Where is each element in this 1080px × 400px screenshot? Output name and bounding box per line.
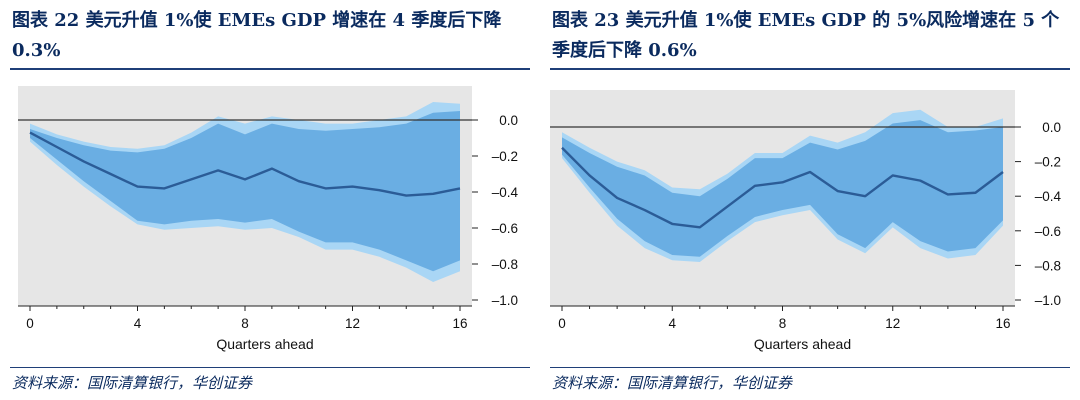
figure-panel-22: 图表 22 美元升值 1%使 EMEs GDP 增速在 4 季度后下降 0.3%… xyxy=(10,0,530,400)
x-tick-label: 0 xyxy=(558,316,566,331)
x-tick-label: 0 xyxy=(26,316,34,331)
y-tick-label: 0.0 xyxy=(1042,120,1061,135)
y-tick-label: –0.6 xyxy=(1035,224,1061,239)
x-tick-label: 12 xyxy=(345,316,360,331)
y-tick-label: –1.0 xyxy=(1035,293,1061,308)
source-note: 资料来源：国际清算银行，华创证券 xyxy=(552,374,793,392)
source-note: 资料来源：国际清算银行，华创证券 xyxy=(12,374,253,392)
median-line xyxy=(29,131,461,197)
y-tick-label: –0.2 xyxy=(1035,155,1061,170)
x-tick-label: 4 xyxy=(668,316,676,331)
figure-title: 图表 23 美元升值 1%使 EMEs GDP 的 5%风险增速在 5 个季度后… xyxy=(552,10,1060,61)
fan-chart-gdp-growth: 0 4 8 12 16 Quarters ahead 0.0 –0.2 –0.4 –0.6 –0.8… xyxy=(18,86,519,352)
x-tick-label: 8 xyxy=(241,316,249,331)
figure-title: 图表 22 美元升值 1%使 EMEs GDP 增速在 4 季度后下降 0.3% xyxy=(12,10,502,61)
fan-chart-gdp-at-risk: 0 4 8 12 16 Quarters ahead 0.0 –0.2 –0.4 –0.6 –0.8… xyxy=(550,90,1062,352)
y-tick-label: –0.4 xyxy=(492,185,519,200)
x-tick-label: 16 xyxy=(452,316,467,331)
y-tick-label: –1.0 xyxy=(492,293,518,308)
y-tick-label: –0.8 xyxy=(492,257,518,272)
x-tick-label: 12 xyxy=(885,316,900,331)
y-tick-label: 0.0 xyxy=(499,113,518,128)
y-tick-label: –0.2 xyxy=(492,149,518,164)
figure-panel-23: 图表 23 美元升值 1%使 EMEs GDP 的 5%风险增速在 5 个季度后… xyxy=(550,0,1070,400)
y-tick-label: –0.6 xyxy=(492,221,518,236)
x-axis-title: Quarters ahead xyxy=(754,336,851,352)
x-tick-label: 4 xyxy=(134,316,142,331)
source-rule xyxy=(10,367,530,368)
y-tick-label: –0.8 xyxy=(1035,258,1061,273)
inner-confidence-band xyxy=(30,111,460,272)
x-tick-label: 8 xyxy=(779,316,787,331)
title-rule xyxy=(10,68,530,70)
y-tick-label: –0.4 xyxy=(1035,189,1062,204)
x-tick-label: 16 xyxy=(995,316,1010,331)
source-rule xyxy=(550,367,1070,368)
x-axis-title: Quarters ahead xyxy=(216,336,313,352)
title-rule xyxy=(550,68,1070,70)
median-line xyxy=(561,146,1004,229)
